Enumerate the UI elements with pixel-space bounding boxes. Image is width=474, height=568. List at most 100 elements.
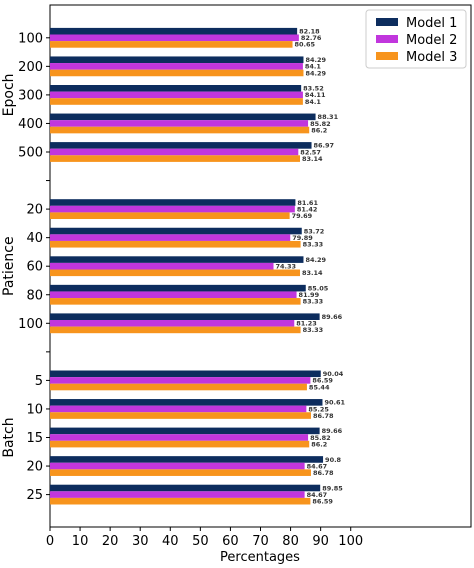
data-label: 86.59 xyxy=(312,377,333,385)
bar xyxy=(50,34,299,42)
bar xyxy=(50,440,310,448)
bar xyxy=(50,227,302,235)
data-label: 83.14 xyxy=(302,155,323,163)
x-tick-label: 50 xyxy=(192,534,209,549)
bar xyxy=(50,240,301,248)
bar xyxy=(50,298,301,305)
bar xyxy=(50,412,311,419)
bar xyxy=(50,205,295,213)
data-label: 86.2 xyxy=(311,126,327,134)
bar xyxy=(50,41,293,48)
y-tick-label: 10 xyxy=(26,402,43,417)
x-tick-label: 60 xyxy=(222,534,239,549)
bar xyxy=(50,85,302,92)
bar xyxy=(50,27,298,35)
bar xyxy=(50,370,321,378)
bar xyxy=(50,256,304,263)
data-label: 90.04 xyxy=(323,370,344,378)
data-label: 88.31 xyxy=(318,113,339,121)
x-tick-label: 0 xyxy=(46,534,54,549)
data-label: 84.67 xyxy=(307,462,328,470)
bar xyxy=(50,91,303,99)
data-label: 84.29 xyxy=(305,56,326,64)
legend-swatch xyxy=(376,18,398,26)
y-tick-label: 25 xyxy=(26,488,43,503)
bar xyxy=(50,120,309,127)
group-label: Epoch xyxy=(1,73,17,116)
bar xyxy=(50,98,303,105)
x-axis-title: Percentages xyxy=(220,550,300,565)
data-label: 90.8 xyxy=(325,456,342,464)
data-label: 81.61 xyxy=(297,199,318,207)
bar xyxy=(50,484,321,492)
y-tick-label: 5 xyxy=(35,374,43,389)
bar xyxy=(50,313,320,320)
y-tick-label: 400 xyxy=(18,117,43,132)
data-label: 85.44 xyxy=(309,383,330,391)
data-label: 84.1 xyxy=(305,63,322,71)
data-label: 86.2 xyxy=(311,440,327,448)
x-tick-label: 10 xyxy=(72,534,89,549)
data-label: 79.69 xyxy=(292,212,313,220)
data-label: 83.72 xyxy=(304,227,325,235)
x-tick-label: 30 xyxy=(132,534,149,549)
bars-layer xyxy=(50,27,324,505)
bar xyxy=(50,56,304,64)
bar xyxy=(50,383,307,391)
data-label: 84.29 xyxy=(305,256,326,264)
data-label: 85.82 xyxy=(310,120,331,128)
bar xyxy=(50,69,304,77)
bar xyxy=(50,405,307,413)
data-label: 82.18 xyxy=(299,28,320,36)
data-label: 89.66 xyxy=(322,427,343,435)
labels-layer: 82.1882.7680.6584.2984.184.2983.5284.118… xyxy=(276,28,346,506)
bar xyxy=(50,434,309,441)
bar xyxy=(50,155,301,162)
data-label: 79.89 xyxy=(292,234,313,242)
bar xyxy=(50,469,311,476)
bar xyxy=(50,284,306,292)
y-tick-label: 20 xyxy=(26,460,43,475)
legend: Model 1 Model 2 Model 3 xyxy=(365,9,467,69)
data-label: 82.57 xyxy=(300,148,321,156)
y-tick-label: 80 xyxy=(26,288,43,303)
group-label: Patience xyxy=(1,236,17,296)
legend-swatch xyxy=(376,35,398,43)
bar xyxy=(50,212,290,219)
y-tick-label: 20 xyxy=(26,203,43,218)
x-tick-label: 90 xyxy=(312,534,329,549)
data-label: 89.66 xyxy=(322,313,343,321)
data-label: 85.82 xyxy=(310,434,331,442)
bar xyxy=(50,269,301,277)
data-label: 81.42 xyxy=(297,205,318,213)
bar xyxy=(50,113,316,121)
x-tick-label: 100 xyxy=(338,534,363,549)
bar xyxy=(50,199,296,206)
data-label: 83.33 xyxy=(303,326,324,334)
data-label: 85.05 xyxy=(308,284,329,292)
data-label: 85.25 xyxy=(308,405,329,413)
x-tick-label: 20 xyxy=(102,534,119,549)
y-tick-label: 40 xyxy=(26,231,43,246)
data-label: 86.59 xyxy=(312,498,333,506)
bar xyxy=(50,291,297,299)
data-label: 83.52 xyxy=(303,85,324,93)
data-label: 83.14 xyxy=(302,269,323,277)
legend-label: Model 1 xyxy=(406,16,457,31)
data-label: 84.11 xyxy=(305,91,326,99)
data-label: 90.61 xyxy=(324,399,345,407)
y-tick-label: 100 xyxy=(18,31,43,46)
bar xyxy=(50,126,310,134)
y-tick-label: 200 xyxy=(18,60,43,75)
bar xyxy=(50,326,301,334)
bar xyxy=(50,234,291,241)
legend-label: Model 2 xyxy=(406,33,457,48)
y-tick-label: 100 xyxy=(18,317,43,332)
data-label: 86.97 xyxy=(314,142,335,150)
x-tick-label: 80 xyxy=(282,534,299,549)
ticks-layer: 100200300400500Epoch20406080100Patience5… xyxy=(1,31,363,549)
legend-label: Model 3 xyxy=(406,50,457,65)
bar xyxy=(50,262,274,270)
x-tick-label: 40 xyxy=(162,534,179,549)
